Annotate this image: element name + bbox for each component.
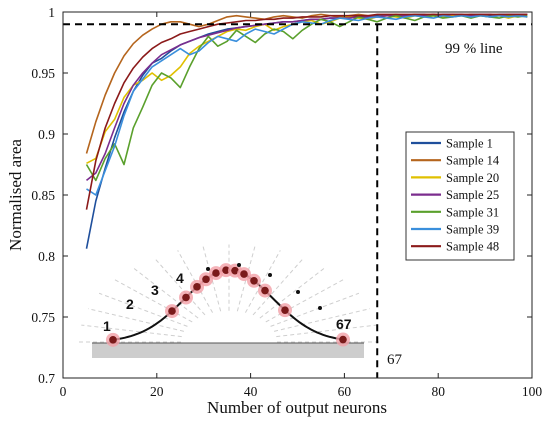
inset-node — [261, 286, 269, 295]
inset-node — [240, 270, 248, 278]
inset-dot — [318, 306, 322, 310]
inset-ray — [98, 292, 188, 327]
legend-entry: Sample 20 — [446, 171, 499, 185]
inset-node — [202, 275, 210, 284]
inset-node — [231, 266, 239, 275]
inset-plate — [92, 343, 364, 358]
inset-node — [193, 283, 201, 291]
inset-ray — [276, 324, 377, 338]
inset-illustration: 1 2 3 4 67 — [79, 244, 379, 358]
inset-ray — [113, 278, 193, 323]
y-tick-label: 0.8 — [38, 249, 55, 264]
legend-entry: Sample 1 — [446, 137, 493, 151]
inset-ray — [244, 250, 281, 313]
inset-node — [168, 307, 176, 315]
inset-ray — [81, 324, 182, 338]
inset-ray — [270, 292, 360, 327]
legend: Sample 1 Sample 14 Sample 20 Sample 25 Sampl… — [405, 131, 515, 261]
series-line-3 — [86, 13, 528, 165]
y-tick-label: 0.75 — [31, 310, 55, 325]
inset-node — [281, 306, 289, 314]
y-axis-label: Normalised area — [6, 139, 25, 251]
y-tick-label: 1 — [48, 5, 55, 20]
inset-label-4: 4 — [176, 270, 184, 286]
inset-ray — [273, 308, 371, 332]
inset-nodes — [106, 263, 350, 347]
y-tick-label: 0.9 — [38, 127, 55, 142]
inset-ray — [265, 278, 345, 323]
inset-node — [109, 336, 117, 344]
inset-label-2: 2 — [126, 296, 134, 312]
inset-label-3: 3 — [151, 282, 159, 298]
x-tick-label: 60 — [338, 384, 352, 399]
legend-items: Sample 1 Sample 14 Sample 20 Sample 25 Sampl… — [411, 137, 500, 254]
inset-dot — [268, 273, 272, 277]
inset-node — [339, 335, 347, 344]
inset-node — [222, 266, 230, 274]
ticks — [62, 11, 533, 379]
legend-entry: Sample 39 — [446, 223, 499, 237]
x-tick-label: 20 — [150, 384, 164, 399]
ninety-nine-percent-label: 99 % line — [445, 41, 503, 57]
inset-ray — [236, 245, 256, 312]
inset-label-1: 1 — [103, 318, 111, 334]
tick-labels: 0 20 40 60 80 100 0.7 0.75 0.8 0.85 0.9 0.95 1 — [31, 5, 542, 399]
y-tick-label: 0.95 — [31, 66, 55, 81]
inset-dot — [237, 263, 241, 267]
y-tick-label: 0.85 — [31, 188, 55, 203]
x-axis-label: Number of output neurons — [207, 398, 387, 417]
inset-ray — [153, 257, 206, 316]
inset-node — [182, 293, 190, 302]
inset-node — [212, 269, 220, 277]
inset-ray — [87, 308, 185, 332]
legend-entry: Sample 31 — [446, 205, 499, 219]
y-tick-label: 0.7 — [38, 371, 55, 386]
x-tick-label: 100 — [522, 384, 543, 399]
inset-node — [250, 277, 258, 285]
inset-label-67: 67 — [336, 316, 352, 332]
vertical-line-label: 67 — [387, 352, 403, 368]
legend-entry: Sample 25 — [446, 188, 499, 202]
legend-entry: Sample 14 — [446, 154, 500, 168]
inset-dots — [206, 263, 322, 310]
legend-entry: Sample 48 — [446, 240, 499, 254]
legend-box — [405, 131, 515, 261]
series-line-6 — [86, 14, 528, 196]
series-line-7 — [85, 13, 528, 210]
inset-dot — [206, 267, 210, 271]
x-tick-label: 40 — [244, 384, 258, 399]
inset-ray — [202, 245, 222, 312]
inset-dot — [296, 290, 300, 294]
x-tick-label: 80 — [431, 384, 445, 399]
x-tick-label: 0 — [60, 384, 67, 399]
inset-ray — [252, 257, 305, 316]
